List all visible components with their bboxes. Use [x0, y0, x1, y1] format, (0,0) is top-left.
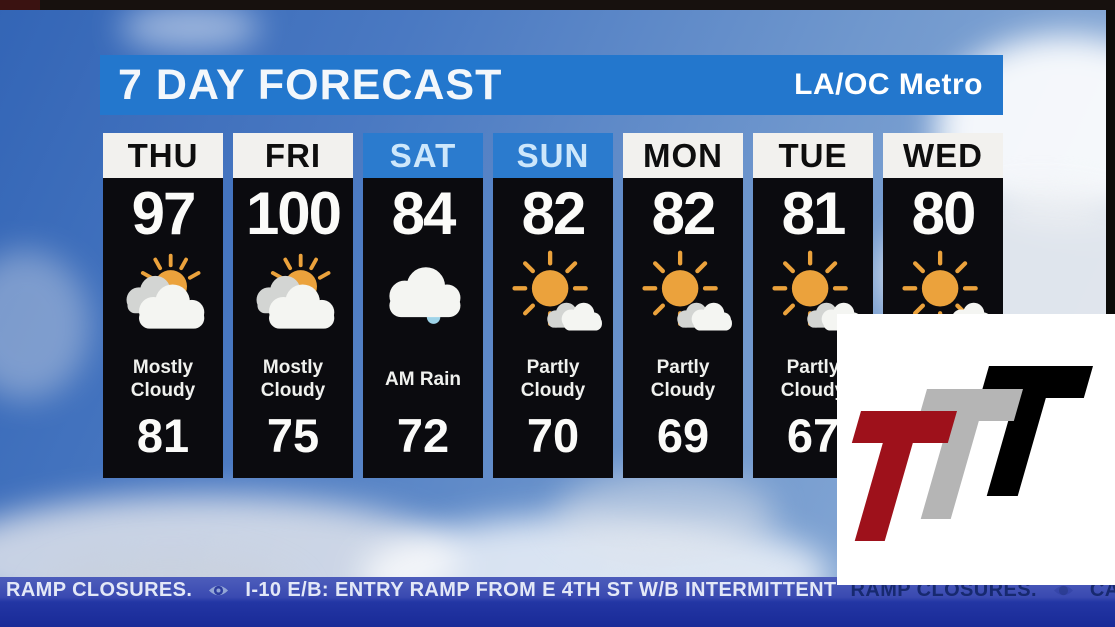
forecast-day-sun: SUN 82 [493, 133, 613, 478]
rain-icon [367, 244, 479, 348]
condition-label: Partly Cloudy [650, 357, 716, 401]
condition-label: Mostly Cloudy [130, 357, 196, 401]
cloud-decoration [120, 5, 260, 50]
low-temp: 72 [396, 409, 450, 462]
low-temp: 75 [266, 409, 320, 462]
right-letterbox-bar [1106, 10, 1115, 577]
condition-label: Partly Cloudy [520, 357, 586, 401]
low-temp: 69 [656, 409, 710, 462]
partly-cloudy-icon [627, 244, 739, 348]
forecast-day-mon: MON 82 [623, 133, 743, 478]
news-ticker: RAMP CLOSURES. I-10 E/B: ENTRY RAMP FROM… [0, 577, 1115, 627]
high-temp: 97 [131, 180, 197, 247]
high-temp: 82 [521, 180, 587, 247]
day-label: FRI [233, 133, 353, 178]
cbs-eye-icon [209, 585, 229, 596]
day-label: MON [623, 133, 743, 178]
day-label: SUN [493, 133, 613, 178]
high-temp: 81 [781, 180, 847, 247]
condition-label: Mostly Cloudy [260, 357, 326, 401]
high-temp: 84 [391, 180, 457, 247]
low-temp: 70 [526, 409, 580, 462]
forecast-day-fri: FRI 100 [233, 133, 353, 478]
mostly-cloudy-icon [237, 244, 349, 348]
high-temp: 100 [245, 180, 342, 247]
triple-t-logo [851, 366, 1093, 541]
forecast-day-thu: THU 97 [103, 133, 223, 478]
forecast-title-bar: 7 DAY FORECAST LA/OC Metro [100, 55, 1003, 115]
region-label: LA/OC Metro [794, 68, 983, 101]
day-label: TUE [753, 133, 873, 178]
day-label: WED [883, 133, 1003, 178]
cloud-decoration [555, 470, 775, 560]
top-letterbox-bar [0, 0, 1115, 10]
ticker-item: I-10 E/B: ENTRY RAMP FROM E 4TH ST W/B I… [245, 579, 837, 601]
day-label: THU [103, 133, 223, 178]
high-temp: 82 [651, 180, 717, 247]
cbs-eye-icon [1053, 585, 1073, 596]
low-temp: 67 [786, 409, 840, 462]
ticker-item: RAMP CLOSURES. [6, 579, 193, 601]
condition-label: AM Rain [385, 368, 461, 390]
top-letterbox-bar-red-edge [0, 0, 40, 10]
condition-label: Partly Cloudy [780, 357, 846, 401]
low-temp: 81 [136, 409, 190, 462]
station-logo-box [837, 314, 1115, 585]
partly-cloudy-icon [497, 244, 609, 348]
cloud-decoration [0, 250, 90, 400]
day-label: SAT [363, 133, 483, 178]
mostly-cloudy-icon [107, 244, 219, 348]
forecast-day-sat: SAT 84 AM Rain 72 [363, 133, 483, 478]
page-title: 7 DAY FORECAST [118, 60, 503, 109]
high-temp: 80 [911, 180, 977, 247]
